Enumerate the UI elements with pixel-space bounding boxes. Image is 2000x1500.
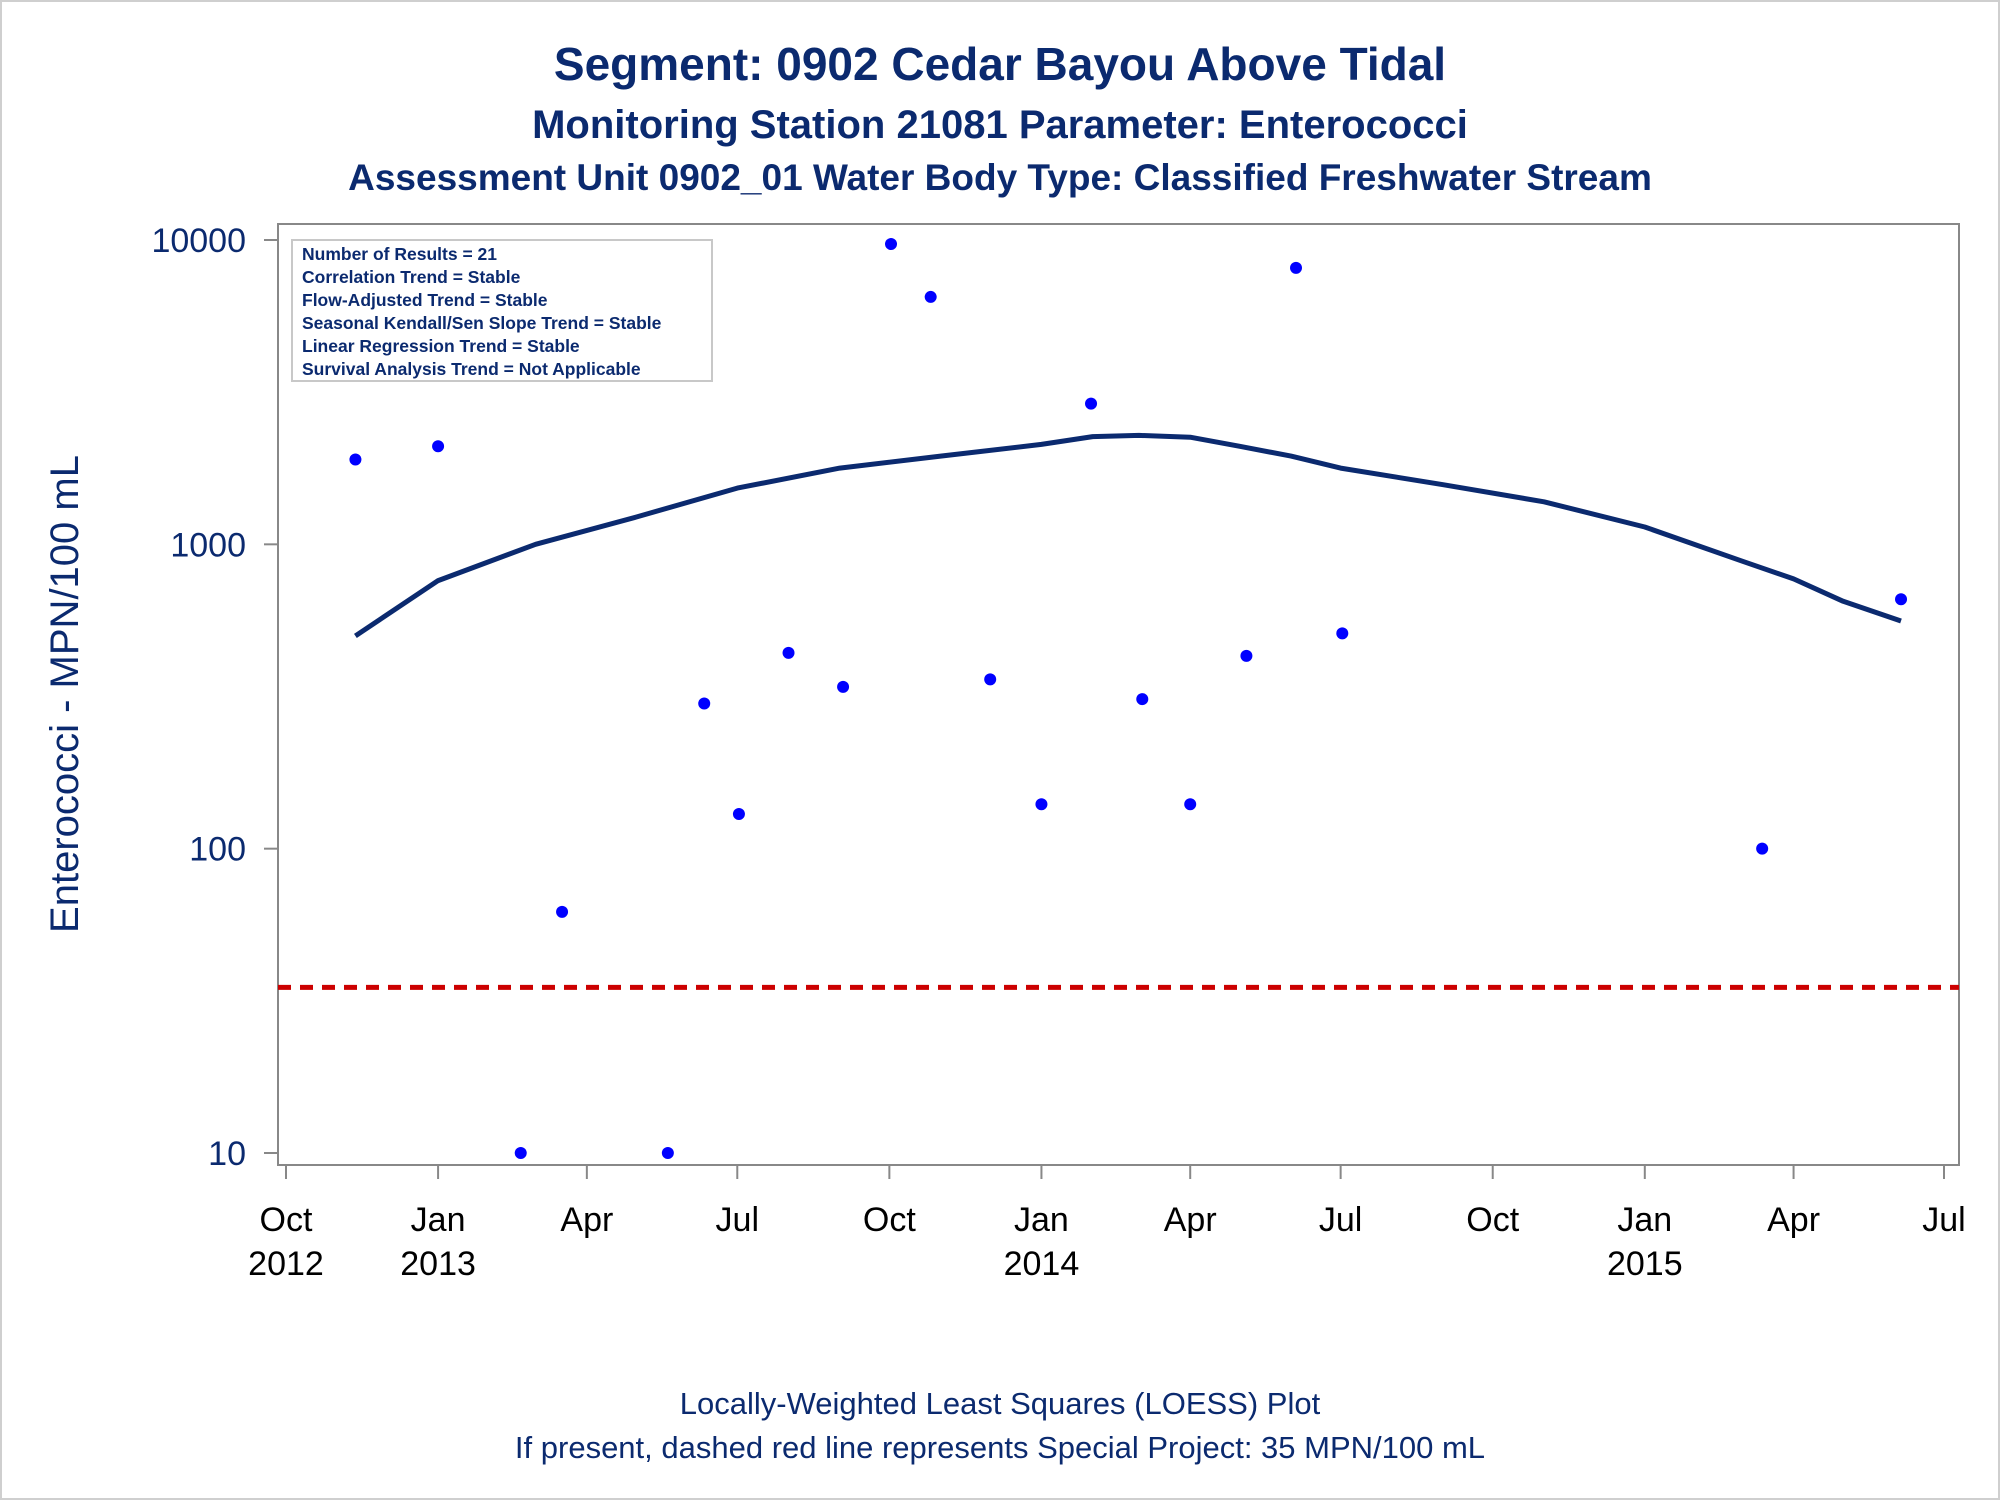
x-tick-year-label: 2013 <box>400 1245 476 1283</box>
chart-subtitle-2: Assessment Unit 0902_01 Water Body Type:… <box>348 157 1652 198</box>
x-axis: Oct 2012 Jan 2013 Apr Jul Oct Jan 2014 Apr Jul Oct J… <box>248 1165 1966 1283</box>
data-point <box>1290 261 1303 274</box>
x-tick-label: Apr <box>1767 1201 1820 1239</box>
stat-line: Flow-Adjusted Trend = Stable <box>302 290 548 310</box>
data-point <box>514 1147 527 1159</box>
y-tick-label: 10 <box>208 1135 246 1173</box>
data-point <box>1756 842 1769 855</box>
data-point <box>782 646 795 659</box>
stat-line: Correlation Trend = Stable <box>302 267 521 287</box>
x-tick-label: Jan <box>1014 1201 1069 1239</box>
data-point <box>885 238 898 251</box>
y-axis: 10 100 1000 10000 <box>151 222 278 1173</box>
data-point <box>698 697 711 710</box>
x-tick-label: Oct <box>260 1201 313 1239</box>
x-tick-label: Jul <box>1319 1201 1362 1239</box>
x-tick-label: Apr <box>1164 1201 1217 1239</box>
chart-title: Segment: 0902 Cedar Bayou Above Tidal <box>554 38 1446 90</box>
plot-area <box>277 223 1960 1166</box>
y-tick-label: 100 <box>189 831 246 869</box>
x-tick-label: Jan <box>1617 1201 1672 1239</box>
x-tick-label: Oct <box>1466 1201 1519 1239</box>
x-tick-label: Jan <box>411 1201 466 1239</box>
x-tick-label: Jul <box>716 1201 759 1239</box>
x-tick-label: Jul <box>1922 1201 1965 1239</box>
stat-line: Linear Regression Trend = Stable <box>302 336 580 356</box>
loess-curve <box>354 432 1902 638</box>
x-tick-label: Apr <box>560 1201 613 1239</box>
y-axis-label: Enterococci - MPN/100 mL <box>43 455 87 933</box>
footnote-2: If present, dashed red line represents S… <box>515 1430 1485 1465</box>
data-point <box>732 807 745 820</box>
stat-line: Seasonal Kendall/Sen Slope Trend = Stabl… <box>302 313 662 333</box>
x-tick-year-label: 2015 <box>1607 1245 1683 1283</box>
data-point <box>349 453 362 466</box>
data-point <box>661 1147 674 1159</box>
data-point <box>924 290 937 303</box>
y-tick-label: 10000 <box>151 222 246 260</box>
stat-line: Number of Results = 21 <box>302 244 497 264</box>
stats-box-border <box>291 239 713 382</box>
data-point <box>1895 593 1908 606</box>
data-point <box>1184 798 1197 811</box>
x-tick-label: Oct <box>863 1201 916 1239</box>
data-point <box>1035 798 1048 811</box>
y-tick-label: 1000 <box>170 526 246 564</box>
footnote-1: Locally-Weighted Least Squares (LOESS) P… <box>680 1386 1321 1421</box>
data-point <box>984 673 997 686</box>
data-point <box>1136 693 1149 706</box>
data-point <box>556 905 569 918</box>
data-point <box>837 680 850 693</box>
data-point <box>1085 397 1098 410</box>
x-tick-year-label: 2014 <box>1004 1245 1080 1283</box>
stats-box: Number of Results = 21 Correlation Trend… <box>291 239 713 382</box>
data-series <box>278 238 1959 1159</box>
x-tick-year-label: 2012 <box>248 1245 324 1283</box>
stat-line: Survival Analysis Trend = Not Applicable <box>302 359 641 379</box>
chart-subtitle: Monitoring Station 21081 Parameter: Ente… <box>532 103 1468 147</box>
data-point <box>1240 649 1253 662</box>
data-point <box>1336 627 1349 640</box>
data-point <box>432 440 445 453</box>
